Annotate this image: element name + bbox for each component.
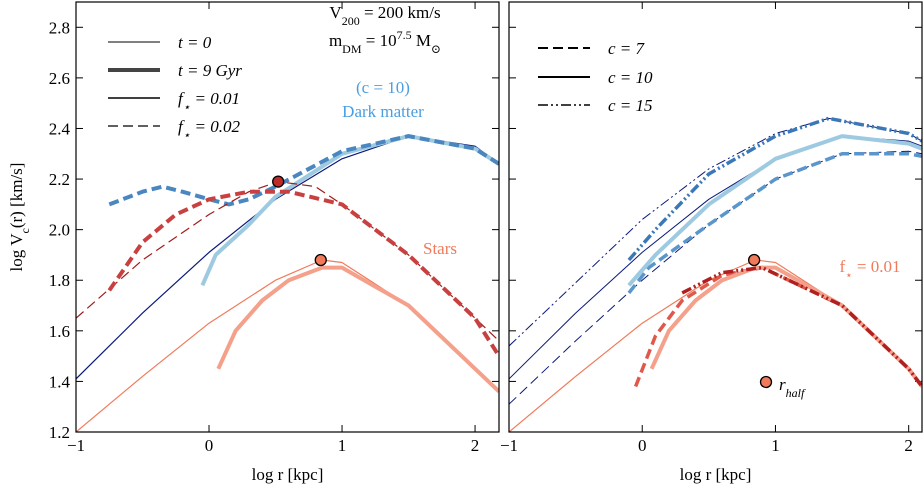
x-tick-label: 0 <box>205 436 214 455</box>
x-axis-label: log r [kpc] <box>252 465 324 484</box>
text-part: half <box>786 386 806 400</box>
series-line <box>216 265 499 393</box>
text-part: Dark matter <box>342 102 424 121</box>
text-part: c = 10 <box>608 68 653 87</box>
text-part: V <box>329 3 342 22</box>
text-part: t = 9 Gyr <box>178 61 242 80</box>
annotation: V200 = 200 km/s <box>329 3 440 28</box>
annotation: Stars <box>423 239 457 258</box>
x-tick-label: 2 <box>904 436 913 455</box>
text-part: r <box>779 375 786 394</box>
text-part: 7.5 <box>397 28 412 42</box>
series-line <box>76 181 499 342</box>
panel: −1 0 1 2 1.2 1.4 1.6 1.8 2.0 2.2 2.4 2.6 2.8 t = 0 t =… <box>7 1 500 484</box>
x-tick-label: −1 <box>500 436 518 455</box>
lines <box>509 116 922 432</box>
series-line <box>108 134 499 207</box>
x-axis-label: log r [kpc] <box>680 465 752 484</box>
text-part: (c = 10) <box>356 78 410 97</box>
annotation: Dark matter <box>342 102 424 121</box>
text-part: c = 15 <box>608 96 653 115</box>
legend-marker <box>759 375 773 389</box>
text-part: t = 0 <box>178 33 212 52</box>
series-line <box>633 265 922 388</box>
legend-label: c = 7 <box>608 39 646 58</box>
series-line <box>200 134 499 287</box>
series-line <box>627 116 922 262</box>
legend-label: f⋆ = 0.01 <box>178 89 240 114</box>
panel: −1 0 1 2 c = 7 c = 10 c = 15 f⋆ = 0.01 rhalf log … <box>500 1 923 484</box>
y-tick-label: 1.6 <box>49 322 70 341</box>
text-part: = 200 km/s <box>360 3 441 22</box>
text-part: ⋆ <box>183 100 191 114</box>
text-part: log V <box>7 233 26 272</box>
y-tick-label: 2.2 <box>49 170 70 189</box>
text-part: Stars <box>423 239 457 258</box>
lines <box>76 134 499 432</box>
annotation: (c = 10) <box>356 78 410 97</box>
y-tick-label: 2.4 <box>49 119 71 138</box>
text-part: f <box>839 257 845 276</box>
text-part: ⊙ <box>431 42 441 56</box>
plot-frame <box>75 1 500 433</box>
r-half-marker <box>747 253 761 267</box>
y-tick-label: 1.8 <box>49 271 70 290</box>
text-part: ⋆ <box>845 268 853 282</box>
legend-marker-label: rhalf <box>779 375 806 400</box>
legend-label: t = 9 Gyr <box>178 61 242 80</box>
legend-label: t = 0 <box>178 33 212 52</box>
series-line <box>627 152 922 294</box>
text-part: c <box>18 228 32 233</box>
text-part: M <box>412 31 431 50</box>
x-tick-label: 2 <box>471 436 480 455</box>
x-tick-label: 0 <box>638 436 647 455</box>
legend-label: c = 15 <box>608 96 653 115</box>
text-part: DM <box>342 42 362 56</box>
y-tick-label: 1.2 <box>49 423 70 442</box>
text-part: = 0.01 <box>853 257 901 276</box>
series-line <box>509 150 922 405</box>
r-half-marker <box>314 253 327 267</box>
series-line <box>509 135 922 380</box>
series-line <box>107 189 499 358</box>
text-part: = 10 <box>362 31 397 50</box>
series-line <box>76 259 499 432</box>
legend-label: f⋆ = 0.02 <box>178 117 240 142</box>
text-part: f <box>178 117 185 136</box>
series-line <box>649 265 922 388</box>
x-tick-label: 1 <box>771 436 780 455</box>
annotation: f⋆ = 0.01 <box>839 257 900 282</box>
x-tick-label: 1 <box>338 436 347 455</box>
text-part: ⋆ <box>183 128 191 142</box>
legend-label: c = 10 <box>608 68 653 87</box>
x-tick-label: −1 <box>67 436 85 455</box>
series-line <box>627 134 922 287</box>
r-half-marker <box>272 175 285 188</box>
y-tick-label: 2.0 <box>49 221 70 240</box>
text-part: f <box>178 89 185 108</box>
y-axis-label: log Vc(r) [km/s] <box>7 163 32 272</box>
y-tick-label: 2.8 <box>49 18 70 37</box>
annotation: mDM = 107.5 M⊙ <box>329 28 441 56</box>
y-tick-label: 2.6 <box>49 69 70 88</box>
text-part: c = 7 <box>608 39 646 58</box>
text-part: (r) [km/s] <box>7 163 26 229</box>
plot-frame <box>508 1 923 433</box>
text-part: 200 <box>342 14 360 28</box>
text-part: = 0.02 <box>190 117 240 136</box>
text-part: = 0.01 <box>190 89 240 108</box>
series-line <box>681 265 922 388</box>
text-part: m <box>329 31 342 50</box>
y-tick-label: 1.4 <box>49 372 71 391</box>
series-line <box>76 135 499 380</box>
